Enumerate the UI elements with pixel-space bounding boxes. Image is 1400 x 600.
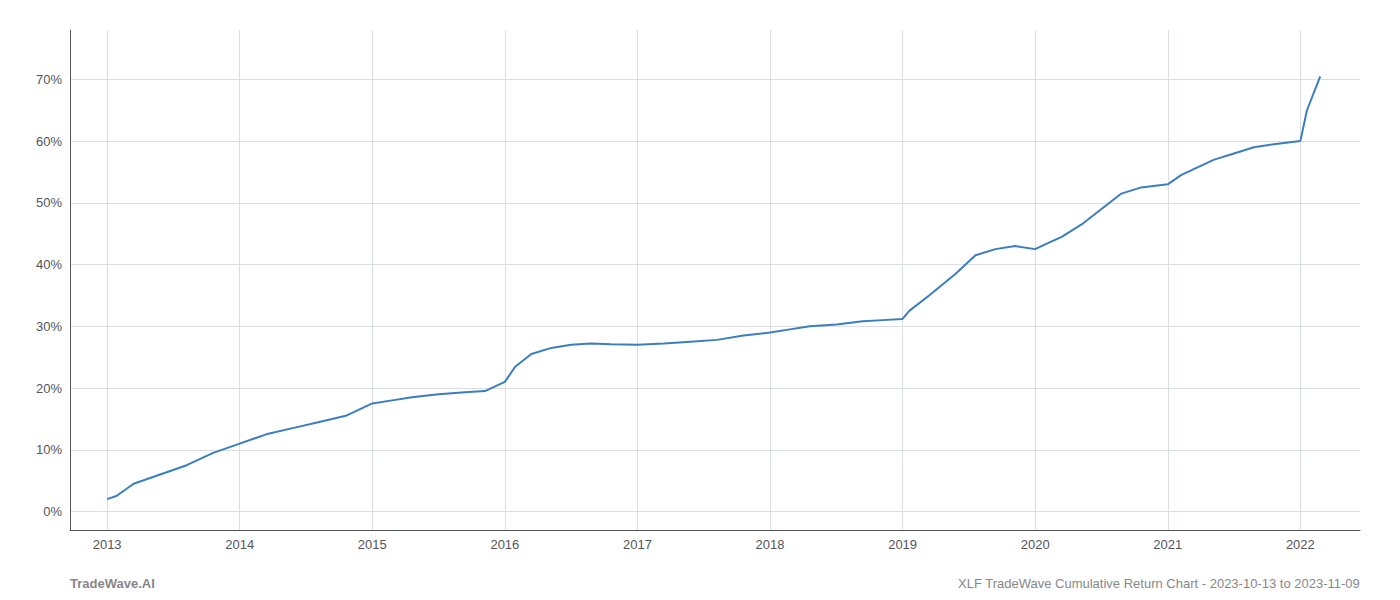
svg-text:70%: 70% <box>36 72 62 87</box>
svg-text:50%: 50% <box>36 195 62 210</box>
svg-text:2017: 2017 <box>623 537 652 552</box>
svg-text:0%: 0% <box>43 504 62 519</box>
svg-text:40%: 40% <box>36 257 62 272</box>
svg-text:2021: 2021 <box>1153 537 1182 552</box>
svg-text:XLF TradeWave Cumulative Retur: XLF TradeWave Cumulative Return Chart - … <box>958 576 1360 591</box>
svg-text:2020: 2020 <box>1021 537 1050 552</box>
svg-text:20%: 20% <box>36 381 62 396</box>
svg-text:30%: 30% <box>36 319 62 334</box>
svg-text:10%: 10% <box>36 442 62 457</box>
svg-text:2015: 2015 <box>358 537 387 552</box>
svg-text:2013: 2013 <box>93 537 122 552</box>
svg-text:60%: 60% <box>36 134 62 149</box>
svg-text:2014: 2014 <box>225 537 254 552</box>
svg-text:TradeWave.AI: TradeWave.AI <box>70 576 155 591</box>
svg-text:2019: 2019 <box>888 537 917 552</box>
svg-text:2018: 2018 <box>756 537 785 552</box>
svg-text:2022: 2022 <box>1286 537 1315 552</box>
svg-text:2016: 2016 <box>490 537 519 552</box>
